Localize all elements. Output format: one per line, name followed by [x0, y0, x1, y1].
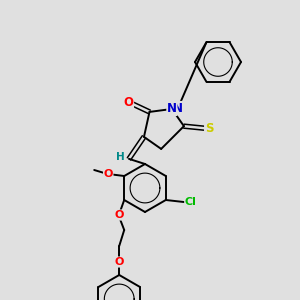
Text: N: N: [167, 103, 177, 116]
Text: Cl: Cl: [185, 197, 197, 207]
Text: O: O: [103, 169, 113, 179]
Text: S: S: [205, 122, 213, 135]
Text: H: H: [116, 152, 124, 162]
Text: O: O: [115, 210, 124, 220]
Text: N: N: [173, 101, 183, 115]
Text: O: O: [115, 257, 124, 267]
Text: O: O: [124, 96, 134, 110]
